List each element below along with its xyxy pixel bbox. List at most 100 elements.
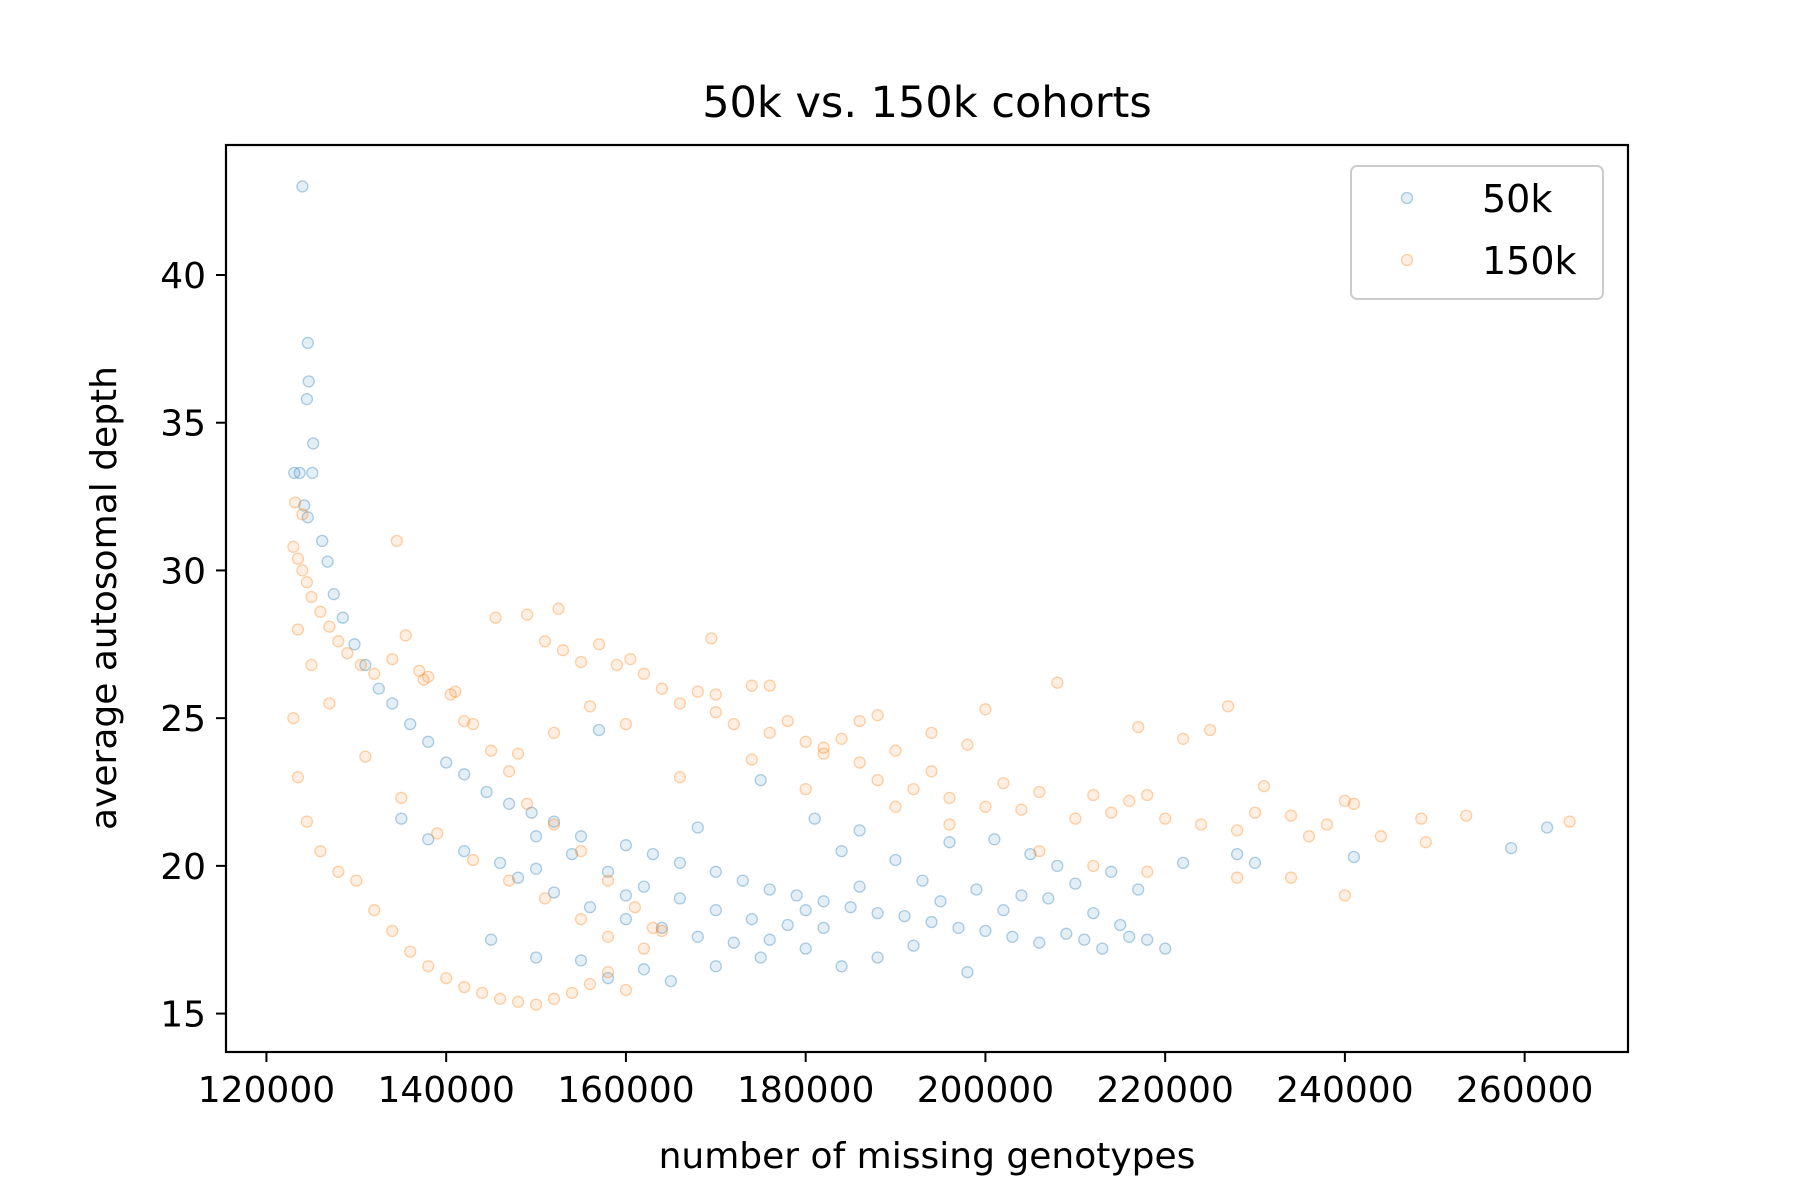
point-150k-42 [853, 756, 866, 769]
point-150k-44 [889, 744, 902, 757]
point-150k-97 [817, 741, 830, 754]
point-50k-85 [754, 951, 767, 964]
point-150k-71 [1320, 818, 1334, 831]
point-150k-131 [300, 815, 314, 828]
point-150k-19 [458, 714, 471, 728]
point-50k-74 [1248, 856, 1262, 870]
point-150k-31 [673, 697, 687, 710]
y-tick-label: 15 [160, 995, 206, 1036]
point-150k-81 [1230, 871, 1244, 884]
point-50k-61 [1060, 927, 1073, 940]
legend: 50k 150k [1350, 165, 1604, 300]
point-50k-70 [1141, 933, 1154, 946]
x-axis: 120000 140000 160000 180000 200000 220000 2400… [198, 1052, 1593, 1111]
point-150k-14 [386, 652, 399, 666]
point-50k-37 [808, 812, 821, 825]
point-50k-91 [547, 886, 561, 899]
point-150k-15 [399, 629, 412, 642]
point-150k-72 [1338, 794, 1352, 808]
point-50k-77 [1540, 821, 1554, 834]
point-150k-48 [961, 738, 974, 751]
point-50k-69 [1132, 883, 1145, 896]
point-150k-70 [1302, 830, 1316, 843]
point-150k-20 [489, 611, 502, 624]
point-150k-86 [889, 800, 902, 813]
point-50k-112 [817, 921, 830, 935]
point-50k-44 [898, 909, 911, 923]
point-50k-109 [709, 904, 722, 917]
point-50k-111 [781, 918, 794, 932]
point-50k-39 [835, 844, 848, 858]
point-50k-11 [321, 555, 334, 568]
point-50k-86 [799, 942, 812, 955]
point-50k-24 [525, 806, 538, 819]
legend-box [1350, 165, 1604, 300]
point-50k-0 [296, 180, 309, 193]
point-150k-85 [943, 818, 956, 831]
point-50k-28 [619, 839, 633, 852]
point-50k-47 [934, 895, 947, 908]
point-50k-76 [1505, 841, 1518, 855]
point-150k-105 [440, 971, 453, 985]
point-50k-40 [844, 901, 857, 914]
point-50k-34 [754, 774, 767, 787]
point-50k-45 [916, 874, 929, 887]
point-150k-53 [1033, 785, 1046, 799]
point-150k-80 [1284, 871, 1298, 884]
point-150k-84 [1033, 844, 1046, 858]
legend-marker-150k [1400, 253, 1414, 267]
point-150k-116 [637, 942, 651, 955]
point-50k-27 [592, 723, 606, 737]
point-150k-50 [979, 703, 992, 716]
point-150k-2 [296, 564, 309, 577]
point-150k-100 [350, 874, 363, 887]
point-150k-121 [502, 874, 516, 887]
point-50k-96 [727, 936, 740, 949]
point-150k-107 [475, 986, 489, 1000]
point-150k-79 [1338, 889, 1352, 902]
point-50k-62 [1069, 877, 1082, 890]
point-50k-102 [458, 844, 471, 858]
point-50k-13 [336, 611, 349, 624]
point-50k-26 [574, 830, 588, 843]
point-50k-2 [302, 375, 315, 388]
point-150k-47 [943, 791, 956, 805]
point-150k-144 [646, 921, 660, 935]
point-50k-63 [1078, 933, 1091, 946]
point-50k-81 [601, 971, 615, 985]
point-150k-29 [637, 667, 651, 680]
point-50k-107 [637, 880, 651, 893]
point-150k-115 [619, 983, 633, 997]
point-50k-105 [565, 847, 579, 861]
point-50k-58 [1033, 936, 1046, 949]
point-150k-3 [300, 576, 314, 589]
point-50k-84 [709, 960, 722, 973]
point-50k-25 [547, 815, 561, 828]
y-tick-label: 20 [160, 847, 206, 888]
point-50k-16 [372, 682, 385, 695]
point-150k-66 [1230, 824, 1244, 837]
point-50k-33 [736, 874, 749, 887]
point-150k-135 [449, 685, 462, 698]
point-150k-46 [925, 765, 938, 778]
point-150k-103 [404, 945, 417, 958]
point-150k-129 [287, 712, 300, 725]
point-150k-38 [781, 714, 794, 728]
point-150k-69 [1284, 809, 1298, 822]
point-150k-108 [493, 992, 507, 1005]
point-50k-103 [493, 856, 507, 870]
point-150k-41 [835, 732, 848, 745]
point-150k-13 [368, 667, 381, 680]
point-150k-137 [484, 744, 498, 757]
point-150k-11 [341, 647, 354, 660]
point-50k-7 [306, 466, 319, 480]
point-150k-112 [565, 986, 579, 1000]
point-50k-43 [889, 853, 902, 867]
point-150k-94 [511, 747, 525, 760]
point-50k-23 [502, 797, 516, 810]
point-150k-90 [673, 771, 687, 784]
point-150k-0 [287, 540, 300, 553]
x-tick-label: 200000 [917, 1070, 1054, 1111]
point-150k-22 [552, 602, 565, 615]
point-150k-65 [1221, 700, 1235, 713]
